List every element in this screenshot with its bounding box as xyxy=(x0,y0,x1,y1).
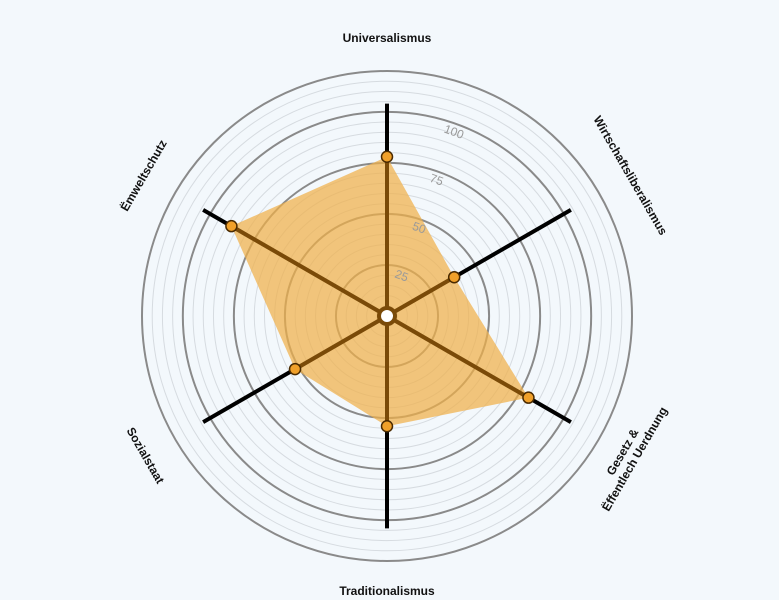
data-point xyxy=(225,219,238,233)
data-markers xyxy=(225,150,535,433)
data-point xyxy=(522,391,535,404)
axis-spoke-inner xyxy=(294,318,382,371)
axis-label: Universalismus xyxy=(343,31,432,45)
axis-label: Sozialstaat xyxy=(123,425,166,486)
series-area xyxy=(231,156,529,427)
tick-labels: 25 50 75 100 xyxy=(393,122,466,285)
axis-spoke-inner xyxy=(392,318,530,400)
minor-ring xyxy=(161,90,613,542)
data-area xyxy=(231,156,529,427)
data-point xyxy=(288,362,302,376)
tick-label: 50 xyxy=(410,219,428,237)
center-hub xyxy=(377,306,397,326)
data-point xyxy=(380,420,394,433)
axis-label: Ëmweltschutz xyxy=(117,137,170,214)
spokes-inner xyxy=(230,156,530,427)
minor-ring xyxy=(151,80,623,552)
tick-label: 100 xyxy=(442,122,466,142)
data-point xyxy=(447,270,461,284)
major-ring xyxy=(141,70,633,562)
axis-label: Wirtschaftsliberalismus xyxy=(590,114,670,238)
data-point xyxy=(380,150,394,163)
axis-spoke-inner xyxy=(230,224,382,314)
axis-label: Traditionalismus xyxy=(339,584,435,598)
tick-label: 75 xyxy=(428,171,446,189)
axis-spoke-inner xyxy=(392,275,456,314)
minor-ring xyxy=(172,101,602,531)
tick-label: 25 xyxy=(393,267,411,285)
